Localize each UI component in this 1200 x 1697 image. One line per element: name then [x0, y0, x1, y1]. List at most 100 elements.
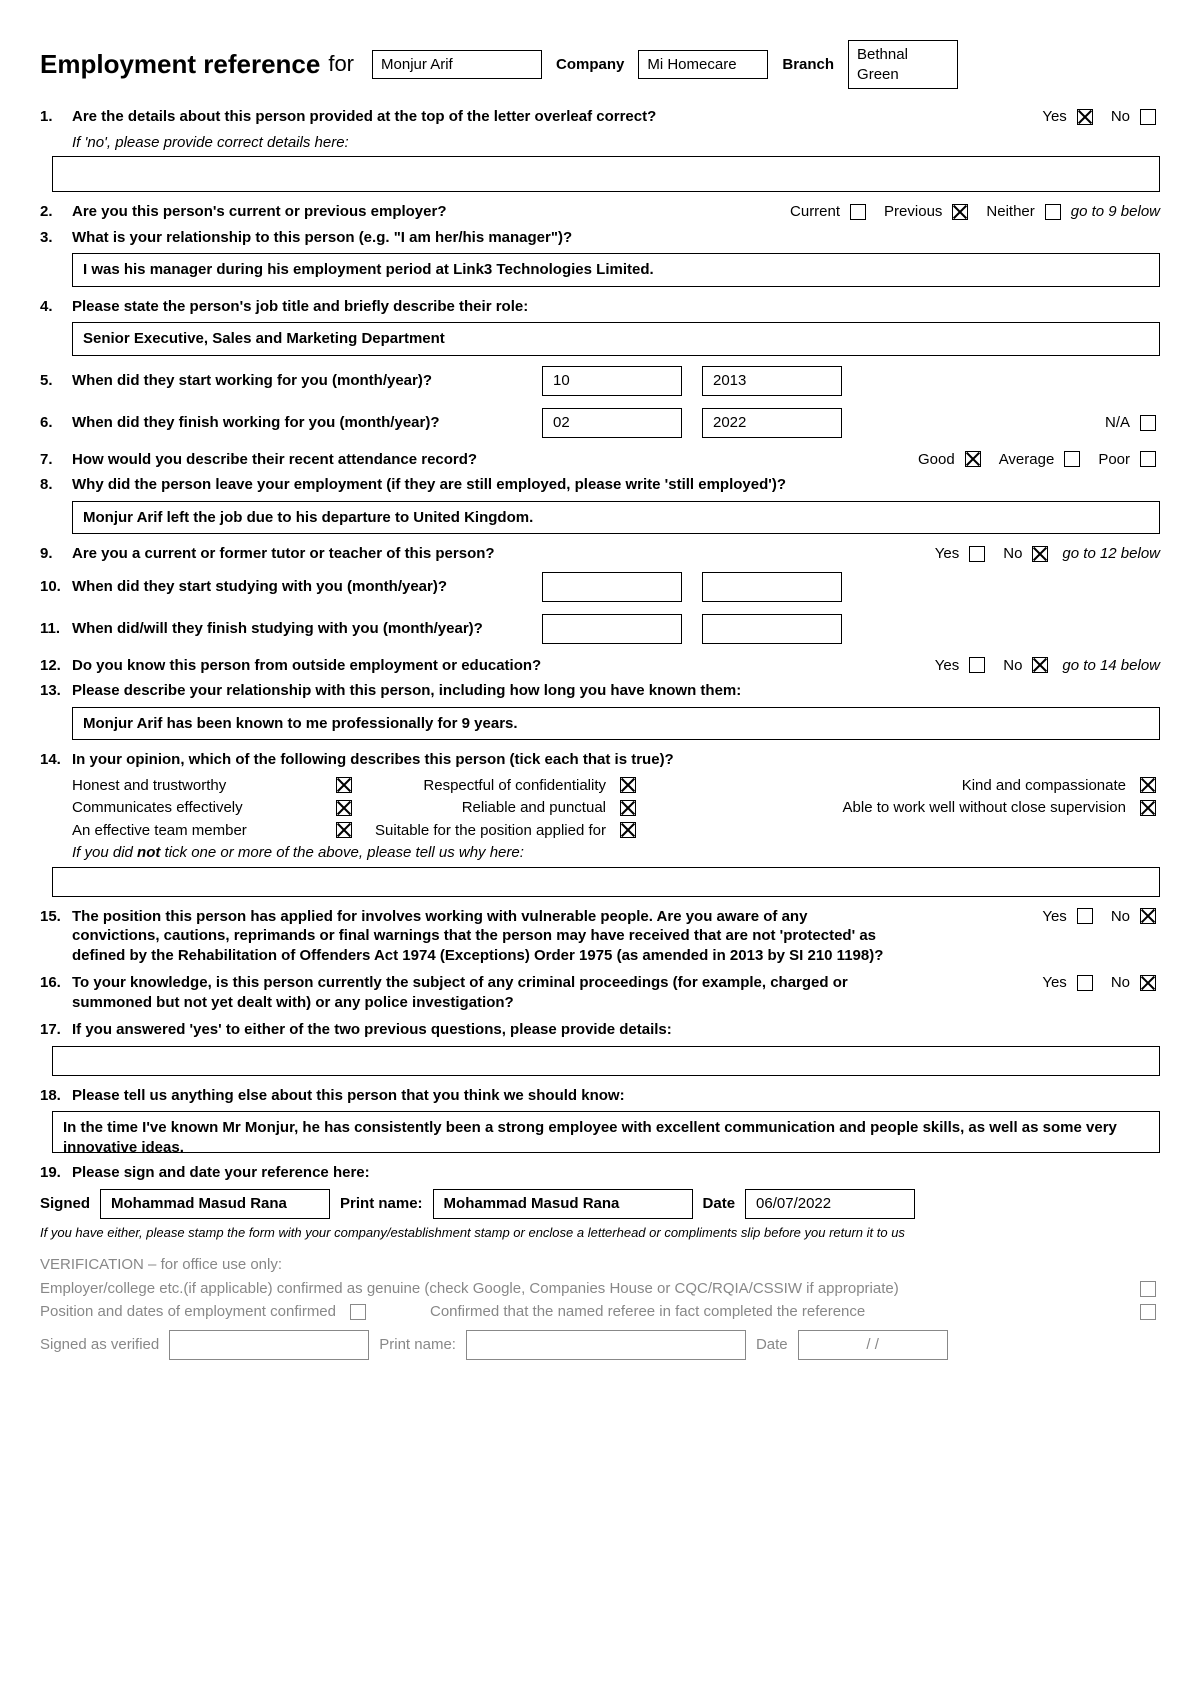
q11-month[interactable] — [542, 614, 682, 644]
q12-yes-checkbox[interactable] — [969, 657, 985, 673]
q9-text: Are you a current or former tutor or tea… — [72, 544, 495, 564]
q12-no-checkbox[interactable] — [1032, 657, 1048, 673]
q9-num: 9. — [40, 544, 72, 564]
q1-yes-label: Yes — [1042, 107, 1066, 127]
date-field[interactable]: 06/07/2022 — [745, 1189, 915, 1219]
q6-na-checkbox[interactable] — [1140, 415, 1156, 431]
q1-yes-checkbox[interactable] — [1077, 109, 1093, 125]
q10-year[interactable] — [702, 572, 842, 602]
signed-field[interactable]: Mohammad Masud Rana — [100, 1189, 330, 1219]
q9-no-label: No — [1003, 544, 1022, 564]
branch-label: Branch — [776, 55, 840, 75]
verif-date-label: Date — [756, 1335, 788, 1355]
verif-date-field[interactable]: / / — [798, 1330, 948, 1360]
q5-num: 5. — [40, 371, 72, 391]
q16-yes-checkbox[interactable] — [1077, 975, 1093, 991]
q6-year[interactable]: 2022 — [702, 408, 842, 438]
q15-no-checkbox[interactable] — [1140, 908, 1156, 924]
trait-suitable-checkbox[interactable] — [620, 822, 636, 838]
q10-month[interactable] — [542, 572, 682, 602]
trait-kind-checkbox[interactable] — [1140, 777, 1156, 793]
q2-current-checkbox[interactable] — [850, 204, 866, 220]
verif-title: VERIFICATION – for office use only: — [40, 1255, 1160, 1275]
q13-text: Please describe your relationship with t… — [72, 681, 1160, 701]
branch-field[interactable]: Bethnal Green — [848, 40, 958, 89]
q12-yes-label: Yes — [935, 656, 959, 676]
q12-text: Do you know this person from outside emp… — [72, 656, 541, 676]
q5-year[interactable]: 2013 — [702, 366, 842, 396]
q16-text: To your knowledge, is this person curren… — [72, 973, 892, 1012]
verif-signed-field[interactable] — [169, 1330, 369, 1360]
trait-communicates: Communicates effectively — [72, 798, 243, 818]
printname-label: Print name: — [340, 1194, 423, 1214]
q2-previous-label: Previous — [884, 202, 942, 222]
signed-label: Signed — [40, 1194, 90, 1214]
q8-num: 8. — [40, 475, 72, 495]
verif-line2a-checkbox[interactable] — [350, 1304, 366, 1320]
q4-num: 4. — [40, 297, 72, 317]
q19-num: 19. — [40, 1163, 72, 1183]
q6-num: 6. — [40, 413, 72, 433]
q7-average-checkbox[interactable] — [1064, 451, 1080, 467]
q15-yes-checkbox[interactable] — [1077, 908, 1093, 924]
q1-no-checkbox[interactable] — [1140, 109, 1156, 125]
trait-kind: Kind and compassionate — [962, 776, 1126, 796]
q6-month[interactable]: 02 — [542, 408, 682, 438]
verif-print-field[interactable] — [466, 1330, 746, 1360]
q11-year[interactable] — [702, 614, 842, 644]
trait-communicates-checkbox[interactable] — [336, 800, 352, 816]
q7-poor-checkbox[interactable] — [1140, 451, 1156, 467]
q13-answer[interactable]: Monjur Arif has been known to me profess… — [72, 707, 1160, 741]
date-label: Date — [703, 1194, 736, 1214]
company-field[interactable]: Mi Homecare — [638, 50, 768, 80]
q17-answer[interactable] — [52, 1046, 1160, 1076]
q1-hint: If 'no', please provide correct details … — [72, 133, 1160, 153]
q16-no-checkbox[interactable] — [1140, 975, 1156, 991]
q11-num: 11. — [40, 619, 72, 639]
q13-num: 13. — [40, 681, 72, 701]
verif-line2b: Confirmed that the named referee in fact… — [430, 1302, 865, 1322]
company-label: Company — [550, 55, 630, 75]
q18-answer[interactable]: In the time I've known Mr Monjur, he has… — [52, 1111, 1160, 1153]
trait-honest-checkbox[interactable] — [336, 777, 352, 793]
q6-text: When did they finish working for you (mo… — [72, 413, 542, 433]
q14-num: 14. — [40, 750, 72, 770]
trait-supervision: Able to work well without close supervis… — [843, 798, 1126, 818]
q2-current-label: Current — [790, 202, 840, 222]
q15-text: The position this person has applied for… — [72, 907, 892, 966]
q3-answer[interactable]: I was his manager during his employment … — [72, 253, 1160, 287]
printname-field[interactable]: Mohammad Masud Rana — [433, 1189, 693, 1219]
trait-honest: Honest and trustworthy — [72, 776, 226, 796]
q14-answer[interactable] — [52, 867, 1160, 897]
q8-answer[interactable]: Monjur Arif left the job due to his depa… — [72, 501, 1160, 535]
q9-yes-checkbox[interactable] — [969, 546, 985, 562]
form-title-bold: Employment reference — [40, 48, 320, 82]
q3-num: 3. — [40, 228, 72, 248]
q19-text: Please sign and date your reference here… — [72, 1163, 1160, 1183]
q4-answer[interactable]: Senior Executive, Sales and Marketing De… — [72, 322, 1160, 356]
trait-supervision-checkbox[interactable] — [1140, 800, 1156, 816]
q18-text: Please tell us anything else about this … — [72, 1086, 1160, 1106]
q16-yes-label: Yes — [1042, 973, 1066, 993]
q5-month[interactable]: 10 — [542, 366, 682, 396]
trait-team-checkbox[interactable] — [336, 822, 352, 838]
q2-previous-checkbox[interactable] — [952, 204, 968, 220]
q7-text: How would you describe their recent atte… — [72, 450, 477, 470]
name-field[interactable]: Monjur Arif — [372, 50, 542, 80]
verif-line2b-checkbox[interactable] — [1140, 1304, 1156, 1320]
q7-good-checkbox[interactable] — [965, 451, 981, 467]
verif-line1: Employer/college etc.(if applicable) con… — [40, 1279, 899, 1299]
q9-no-checkbox[interactable] — [1032, 546, 1048, 562]
q2-neither-checkbox[interactable] — [1045, 204, 1061, 220]
q15-num: 15. — [40, 907, 72, 927]
q3-text: What is your relationship to this person… — [72, 228, 1160, 248]
q7-num: 7. — [40, 450, 72, 470]
q1-num: 1. — [40, 107, 72, 127]
q10-text: When did they start studying with you (m… — [72, 577, 542, 597]
trait-reliable-checkbox[interactable] — [620, 800, 636, 816]
verif-line1-checkbox[interactable] — [1140, 1281, 1156, 1297]
q16-no-label: No — [1111, 973, 1130, 993]
q15-yes-label: Yes — [1042, 907, 1066, 927]
trait-confidential-checkbox[interactable] — [620, 777, 636, 793]
q1-answer[interactable] — [52, 156, 1160, 192]
